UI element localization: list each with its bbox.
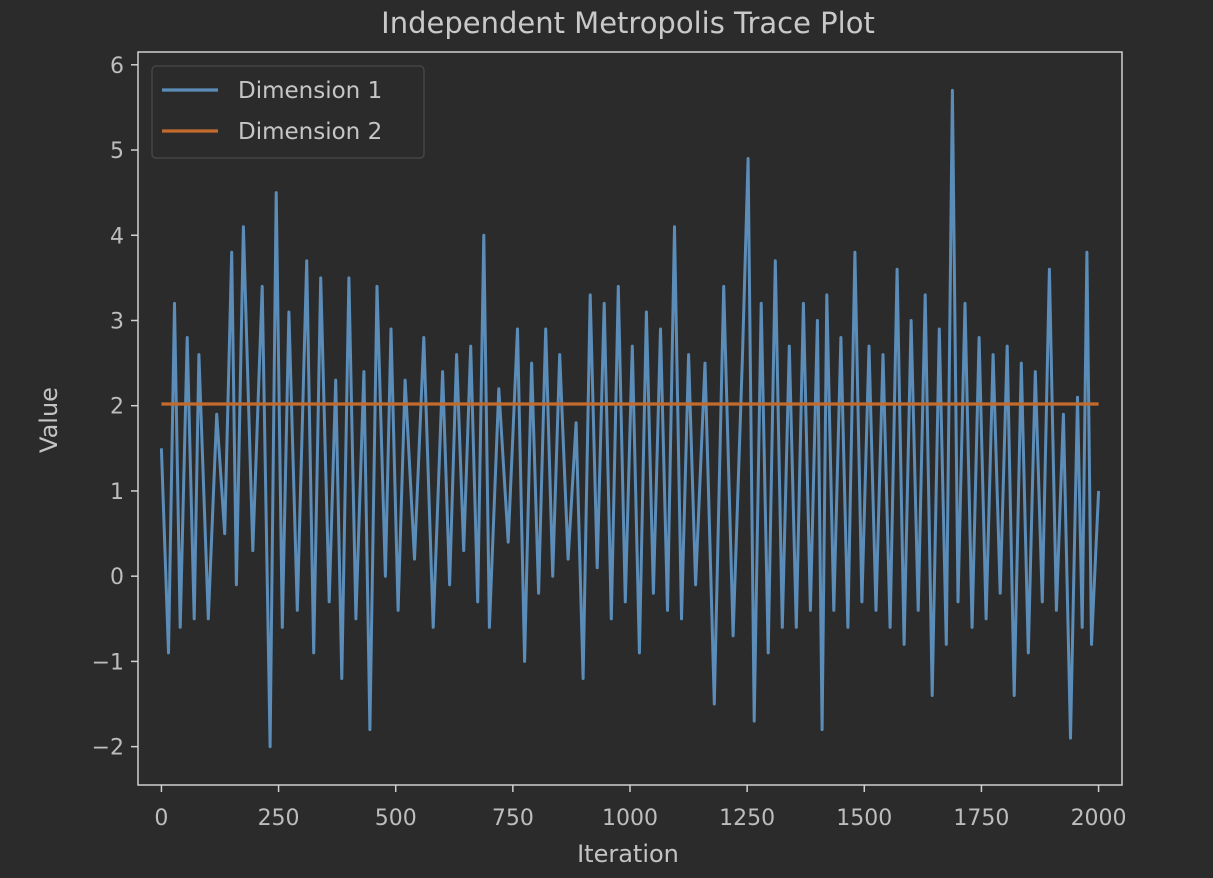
y-tick-label: 3 — [110, 309, 124, 334]
y-axis-label: Value — [35, 387, 63, 453]
series-line-1 — [159, 88, 1101, 749]
plot-area — [137, 51, 1123, 786]
x-tick-label: 0 — [154, 806, 168, 831]
y-tick-label: −1 — [92, 650, 124, 675]
x-tick-label: 750 — [492, 806, 534, 831]
y-tick-label: 4 — [110, 224, 124, 249]
x-tick-label: 500 — [375, 806, 417, 831]
legend: Dimension 1 Dimension 2 — [151, 65, 425, 159]
y-tick-label: 5 — [110, 139, 124, 164]
x-tick-label: 2000 — [1071, 806, 1127, 831]
legend-label-2: Dimension 2 — [238, 119, 382, 145]
y-tick-label: 0 — [110, 565, 124, 590]
y-tick-label: 2 — [110, 395, 124, 420]
x-tick-label: 1500 — [836, 806, 892, 831]
x-axis-label: Iteration — [577, 840, 679, 868]
x-tick-label: 1000 — [602, 806, 658, 831]
chart-title: Independent Metropolis Trace Plot — [381, 6, 875, 40]
axis-ticks: 0 250 500 750 1000 1250 1500 1750 2000 −2 −1 0 1 2 3 4 5… — [92, 54, 1127, 831]
y-tick-label: −2 — [92, 736, 124, 761]
x-tick-label: 1250 — [719, 806, 775, 831]
y-tick-label: 6 — [110, 54, 124, 79]
legend-label-1: Dimension 1 — [238, 78, 382, 104]
y-tick-label: 1 — [110, 480, 124, 505]
legend-box — [151, 65, 425, 159]
x-tick-label: 250 — [258, 806, 300, 831]
x-tick-label: 1750 — [953, 806, 1009, 831]
